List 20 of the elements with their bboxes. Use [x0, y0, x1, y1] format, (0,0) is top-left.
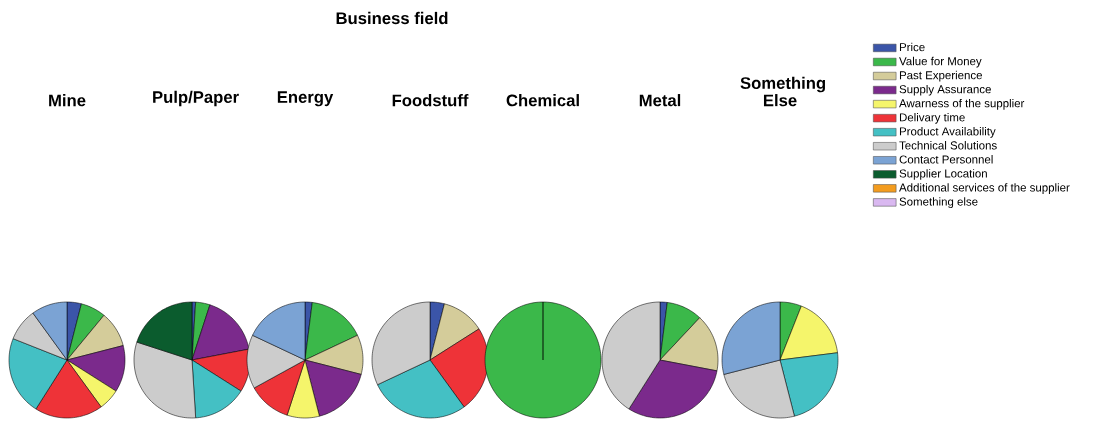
legend-label: Technical Solutions — [899, 141, 997, 150]
legend-label: Past Experience — [899, 70, 982, 82]
chart-title: Energy — [277, 91, 334, 107]
chart-title: Pulp/Paper — [153, 90, 239, 107]
legend-label: Value for Money — [899, 56, 982, 68]
legend-label: Price — [899, 42, 925, 52]
text: Business field — [336, 11, 448, 25]
legend-label: Contact Personnel — [899, 155, 993, 164]
legend-label: Product Availability — [899, 127, 996, 138]
legend-label: Delivary time — [899, 112, 965, 124]
legend-label: Additional services of the supplier — [899, 183, 1070, 194]
chart-title: Metal — [639, 94, 681, 107]
legend-label: Supply Assurance — [899, 84, 991, 96]
chart-title: Foodstuff — [392, 94, 469, 107]
chart-title: Mine — [49, 94, 86, 107]
legend-label: Supplier Location — [899, 169, 987, 180]
text: Something Else — [740, 76, 826, 107]
legend-label: Something else — [899, 197, 978, 208]
legend-label: Awarness of the supplier — [899, 98, 1025, 110]
chart-title: Chemical — [506, 94, 579, 107]
